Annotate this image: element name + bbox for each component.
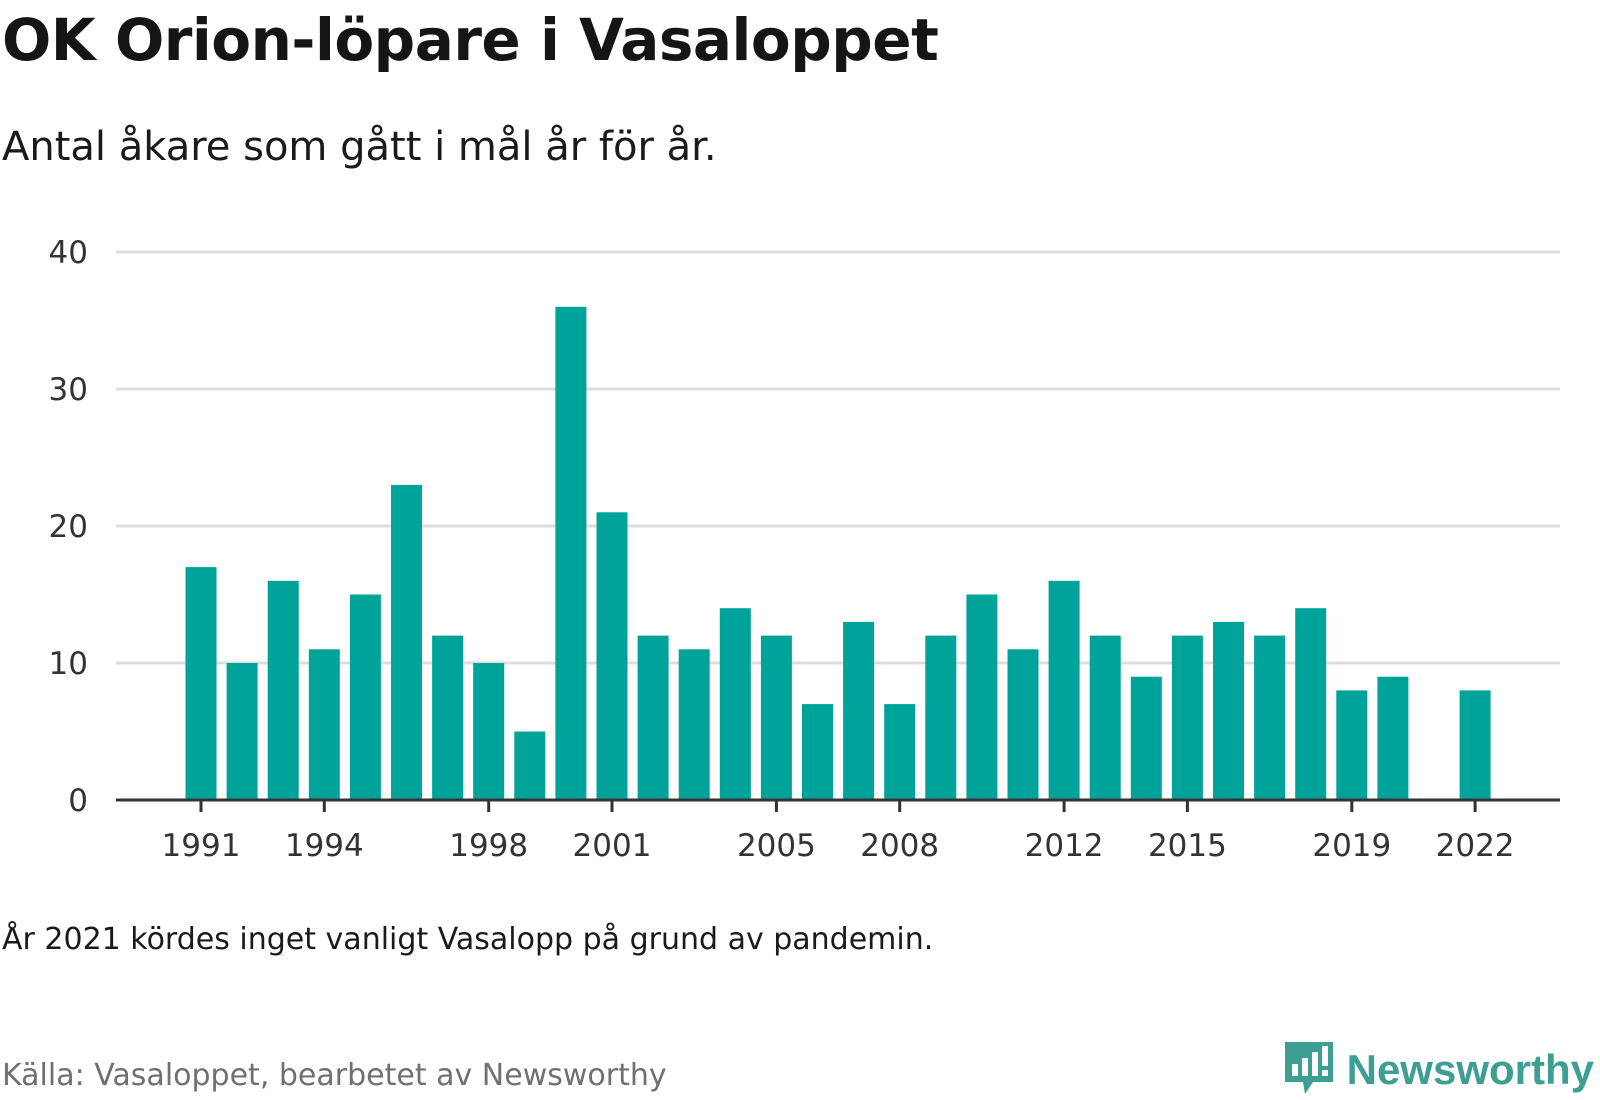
x-tick-label: 1991: [162, 828, 241, 860]
bar-2006: [802, 704, 833, 800]
x-tick-label: 2001: [573, 828, 652, 860]
y-tick-label: 40: [49, 235, 88, 271]
y-tick-label: 20: [49, 509, 88, 545]
bar-2010: [966, 594, 998, 800]
bar-2007: [843, 621, 875, 800]
bar-2005: [760, 635, 792, 800]
bar-2020: [1377, 676, 1409, 800]
bar-1996: [391, 484, 422, 800]
bar-1995: [349, 594, 381, 800]
bar-2003: [678, 649, 710, 800]
bar-2014: [1130, 676, 1162, 800]
y-axis-ticks: 0 10 20 30 40: [49, 235, 88, 819]
bar-2002: [637, 635, 669, 800]
x-tick-label: 2022: [1436, 828, 1515, 860]
x-tick-label: 2005: [737, 828, 816, 860]
chart-title: OK Orion-löpare i Vasaloppet: [2, 6, 939, 74]
chart-subtitle: Antal åkare som gått i mål år för år.: [2, 124, 717, 170]
bar-1992: [226, 663, 258, 800]
bar-2012: [1048, 580, 1080, 800]
bar-1999: [514, 731, 546, 800]
bar-2019: [1336, 690, 1368, 800]
x-tick-label: 2019: [1312, 828, 1391, 860]
bar-2000: [555, 306, 587, 800]
brand-name: Newsworthy: [1346, 1046, 1594, 1093]
y-tick-label: 0: [68, 783, 88, 819]
x-tick-label: 1994: [285, 828, 364, 860]
x-tick-label: 1998: [449, 828, 528, 860]
bar-2004: [719, 608, 751, 800]
bar-2022: [1459, 690, 1491, 800]
bar-2001: [596, 512, 628, 800]
bar-2018: [1295, 608, 1327, 800]
bar-1991: [185, 567, 217, 800]
x-tick-label: 2008: [860, 828, 939, 860]
newsworthy-logo-icon: [1283, 1040, 1335, 1100]
bar-1998: [473, 663, 505, 800]
bar-1993: [267, 580, 299, 800]
x-tick-label: 2012: [1025, 828, 1104, 860]
bar-chart: 0 10 20 30 40 1991 1994 1998 2001 2005 2008 2012 20…: [49, 235, 1560, 860]
x-tick-label: 2015: [1148, 828, 1227, 860]
chart-note: År 2021 kördes inget vanligt Vasalopp på…: [2, 922, 934, 957]
x-axis-ticks: 1991 1994 1998 2001 2005 2008 2012 2015 2019 2022: [162, 800, 1515, 860]
source-credit: Källa: Vasaloppet, bearbetet av Newswort…: [2, 1058, 667, 1093]
brand-logo: Newsworthy: [1283, 1040, 1594, 1100]
bars: [185, 306, 1491, 800]
bar-2011: [1007, 649, 1039, 800]
bar-2013: [1089, 635, 1121, 800]
bar-2008: [884, 704, 916, 800]
bar-2017: [1254, 635, 1286, 800]
bar-1994: [308, 649, 340, 800]
bar-2009: [925, 635, 957, 800]
bar-2015: [1171, 635, 1203, 800]
gridlines: [116, 250, 1560, 665]
bar-1997: [432, 635, 464, 800]
y-tick-label: 30: [49, 372, 88, 408]
y-tick-label: 10: [49, 646, 88, 682]
bar-2016: [1213, 621, 1244, 800]
